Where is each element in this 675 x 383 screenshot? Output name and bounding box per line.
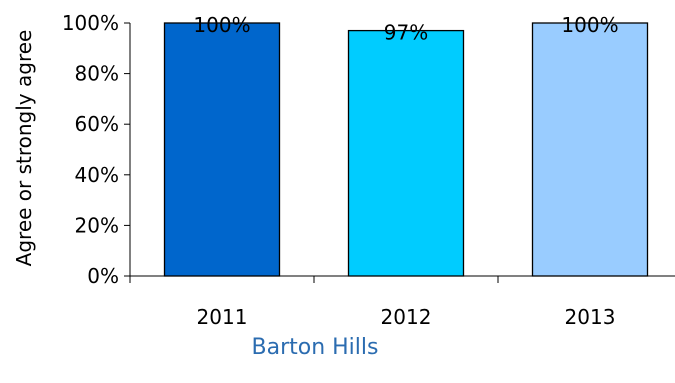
y-tick-label: 0% bbox=[87, 264, 119, 288]
y-tick-label: 40% bbox=[75, 163, 119, 187]
x-tick-label: 2013 bbox=[565, 305, 616, 329]
bars bbox=[163, 22, 649, 277]
bar-2012 bbox=[347, 29, 465, 277]
bar-2011 bbox=[163, 22, 281, 277]
data-label-2013: 100% bbox=[561, 13, 618, 37]
y-tick-label: 80% bbox=[75, 62, 119, 86]
y-axis-label: Agree or strongly agree bbox=[12, 30, 36, 267]
data-label-2012: 97% bbox=[384, 21, 428, 45]
y-axis: 0% 20% 40% 60% 80% 100% bbox=[62, 11, 131, 288]
x-tick-label: 2011 bbox=[197, 305, 248, 329]
y-tick-label: 100% bbox=[62, 11, 119, 35]
x-tick-label: 2012 bbox=[381, 305, 432, 329]
bar-2013 bbox=[531, 22, 649, 277]
x-axis: 2011 2012 2013 bbox=[129, 275, 675, 329]
y-tick-label: 60% bbox=[75, 112, 119, 136]
data-labels: 100% 97% 100% bbox=[193, 13, 618, 45]
data-label-2011: 100% bbox=[193, 13, 250, 37]
x-axis-label: Barton Hills bbox=[252, 335, 379, 360]
y-tick-label: 20% bbox=[75, 213, 119, 237]
